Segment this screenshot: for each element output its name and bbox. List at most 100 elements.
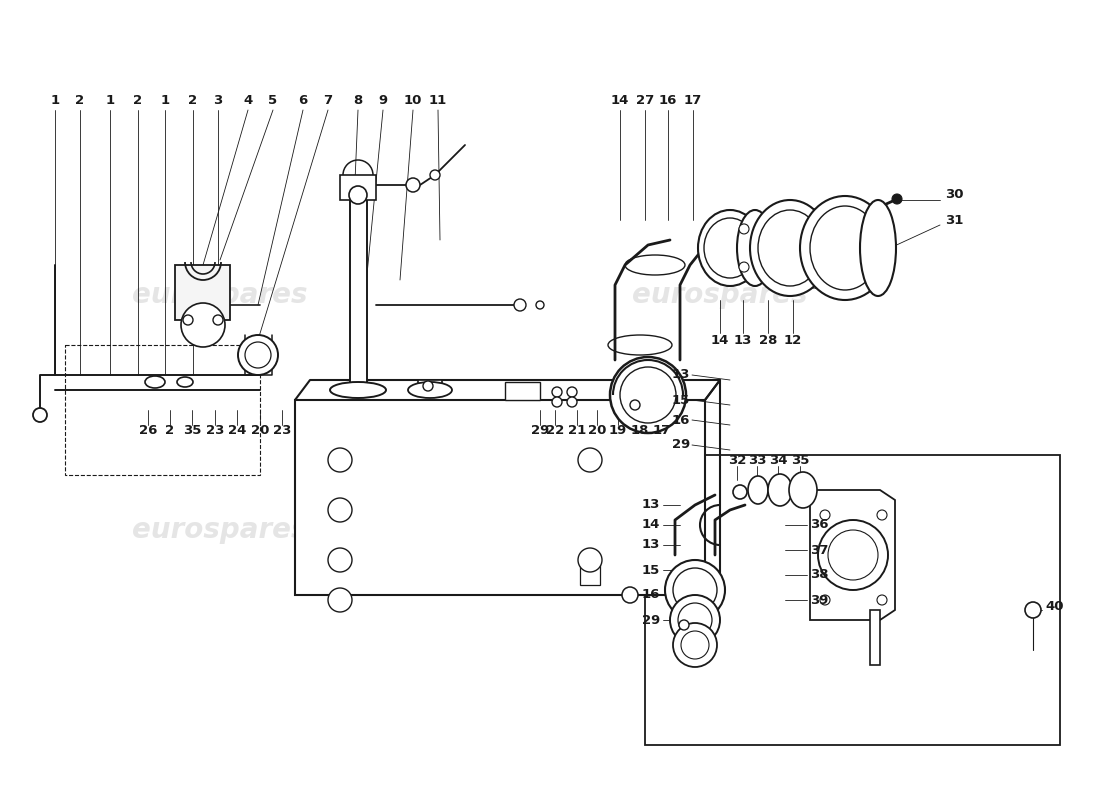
Bar xyxy=(870,610,880,665)
Text: 17: 17 xyxy=(684,94,702,106)
Bar xyxy=(418,380,442,392)
Text: 16: 16 xyxy=(659,94,678,106)
Bar xyxy=(65,345,260,475)
Text: 29: 29 xyxy=(641,614,660,626)
Text: 2: 2 xyxy=(188,94,198,106)
Text: 24: 24 xyxy=(228,423,246,437)
Bar xyxy=(505,382,540,400)
Circle shape xyxy=(183,315,192,325)
Circle shape xyxy=(552,397,562,407)
Circle shape xyxy=(739,224,749,234)
Circle shape xyxy=(673,623,717,667)
Circle shape xyxy=(1025,602,1041,618)
Text: 10: 10 xyxy=(404,94,422,106)
Text: 20: 20 xyxy=(587,423,606,437)
Bar xyxy=(350,195,367,390)
Ellipse shape xyxy=(737,210,773,286)
Circle shape xyxy=(761,224,771,234)
Circle shape xyxy=(630,400,640,410)
Text: 31: 31 xyxy=(945,214,964,226)
Text: 23: 23 xyxy=(273,423,292,437)
Text: 29: 29 xyxy=(672,438,690,451)
Ellipse shape xyxy=(768,474,792,506)
Text: 6: 6 xyxy=(298,94,308,106)
Ellipse shape xyxy=(860,200,896,296)
Text: 19: 19 xyxy=(609,423,627,437)
Text: 1: 1 xyxy=(106,94,114,106)
Bar xyxy=(295,400,705,595)
Circle shape xyxy=(182,303,225,347)
Text: 14: 14 xyxy=(641,518,660,531)
Bar xyxy=(580,565,600,585)
Circle shape xyxy=(578,548,602,572)
Circle shape xyxy=(877,510,887,520)
Circle shape xyxy=(328,448,352,472)
Ellipse shape xyxy=(748,476,768,504)
Text: 15: 15 xyxy=(672,394,690,406)
Text: 28: 28 xyxy=(759,334,778,346)
Ellipse shape xyxy=(698,210,762,286)
Circle shape xyxy=(552,387,562,397)
Circle shape xyxy=(679,620,689,630)
Text: 39: 39 xyxy=(810,594,828,606)
Text: 35: 35 xyxy=(791,454,810,466)
Text: 2: 2 xyxy=(133,94,143,106)
Text: 38: 38 xyxy=(810,569,828,582)
Circle shape xyxy=(578,448,602,472)
Circle shape xyxy=(673,568,717,612)
Text: 16: 16 xyxy=(641,589,660,602)
Ellipse shape xyxy=(758,210,822,286)
Circle shape xyxy=(820,595,830,605)
Text: 1: 1 xyxy=(51,94,59,106)
Ellipse shape xyxy=(704,218,756,278)
Circle shape xyxy=(610,357,686,433)
Circle shape xyxy=(818,520,888,590)
Text: 22: 22 xyxy=(546,423,564,437)
Circle shape xyxy=(739,262,749,272)
Circle shape xyxy=(670,595,720,645)
Circle shape xyxy=(566,397,578,407)
Circle shape xyxy=(666,560,725,620)
Circle shape xyxy=(761,262,771,272)
Circle shape xyxy=(238,335,278,375)
Text: 20: 20 xyxy=(251,423,270,437)
Circle shape xyxy=(424,381,433,391)
Circle shape xyxy=(877,595,887,605)
Text: 5: 5 xyxy=(268,94,277,106)
Text: 36: 36 xyxy=(810,518,828,531)
Text: 18: 18 xyxy=(630,423,649,437)
Circle shape xyxy=(514,299,526,311)
Text: 14: 14 xyxy=(610,94,629,106)
Circle shape xyxy=(733,485,747,499)
Text: 40: 40 xyxy=(1045,601,1064,614)
Text: 13: 13 xyxy=(641,538,660,551)
Text: 13: 13 xyxy=(734,334,752,346)
Bar xyxy=(175,265,230,320)
Circle shape xyxy=(820,510,830,520)
Circle shape xyxy=(406,178,420,192)
Ellipse shape xyxy=(145,376,165,388)
Text: 3: 3 xyxy=(213,94,222,106)
Polygon shape xyxy=(810,490,895,620)
Text: 13: 13 xyxy=(641,498,660,511)
Text: 8: 8 xyxy=(353,94,363,106)
Circle shape xyxy=(349,186,367,204)
Text: 15: 15 xyxy=(641,563,660,577)
Text: eurospares: eurospares xyxy=(632,281,807,309)
Text: 14: 14 xyxy=(711,334,729,346)
Ellipse shape xyxy=(800,196,890,300)
Text: 12: 12 xyxy=(784,334,802,346)
Text: 26: 26 xyxy=(139,423,157,437)
Circle shape xyxy=(681,631,710,659)
Ellipse shape xyxy=(330,382,386,398)
Text: 21: 21 xyxy=(568,423,586,437)
Text: 32: 32 xyxy=(728,454,746,466)
Circle shape xyxy=(536,301,544,309)
Circle shape xyxy=(892,194,902,204)
Text: eurospares: eurospares xyxy=(132,516,308,544)
Text: 4: 4 xyxy=(243,94,253,106)
Circle shape xyxy=(430,170,440,180)
Text: 11: 11 xyxy=(429,94,447,106)
Circle shape xyxy=(328,548,352,572)
Text: 27: 27 xyxy=(636,94,654,106)
